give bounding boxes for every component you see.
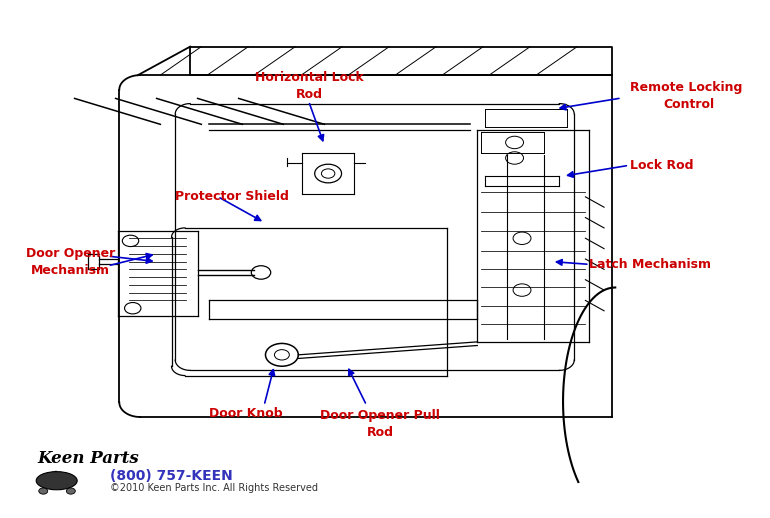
Text: Latch Mechanism: Latch Mechanism: [589, 257, 711, 271]
Text: Protector Shield: Protector Shield: [176, 190, 289, 204]
Text: Horizontal Lock
Rod: Horizontal Lock Rod: [255, 71, 364, 101]
Text: Door Opener Pull
Rod: Door Opener Pull Rod: [320, 409, 440, 439]
Text: Door Knob: Door Knob: [209, 407, 283, 420]
Text: Lock Rod: Lock Rod: [630, 159, 694, 172]
Text: Keen Parts: Keen Parts: [37, 450, 139, 467]
Ellipse shape: [66, 488, 75, 494]
Text: Remote Locking 
Control: Remote Locking Control: [630, 81, 747, 111]
Ellipse shape: [38, 488, 48, 494]
Text: ©2010 Keen Parts Inc. All Rights Reserved: ©2010 Keen Parts Inc. All Rights Reserve…: [109, 483, 317, 493]
Text: Door Opener
Mechanism: Door Opener Mechanism: [26, 247, 116, 277]
Ellipse shape: [36, 471, 77, 490]
Text: (800) 757-KEEN: (800) 757-KEEN: [109, 468, 233, 483]
